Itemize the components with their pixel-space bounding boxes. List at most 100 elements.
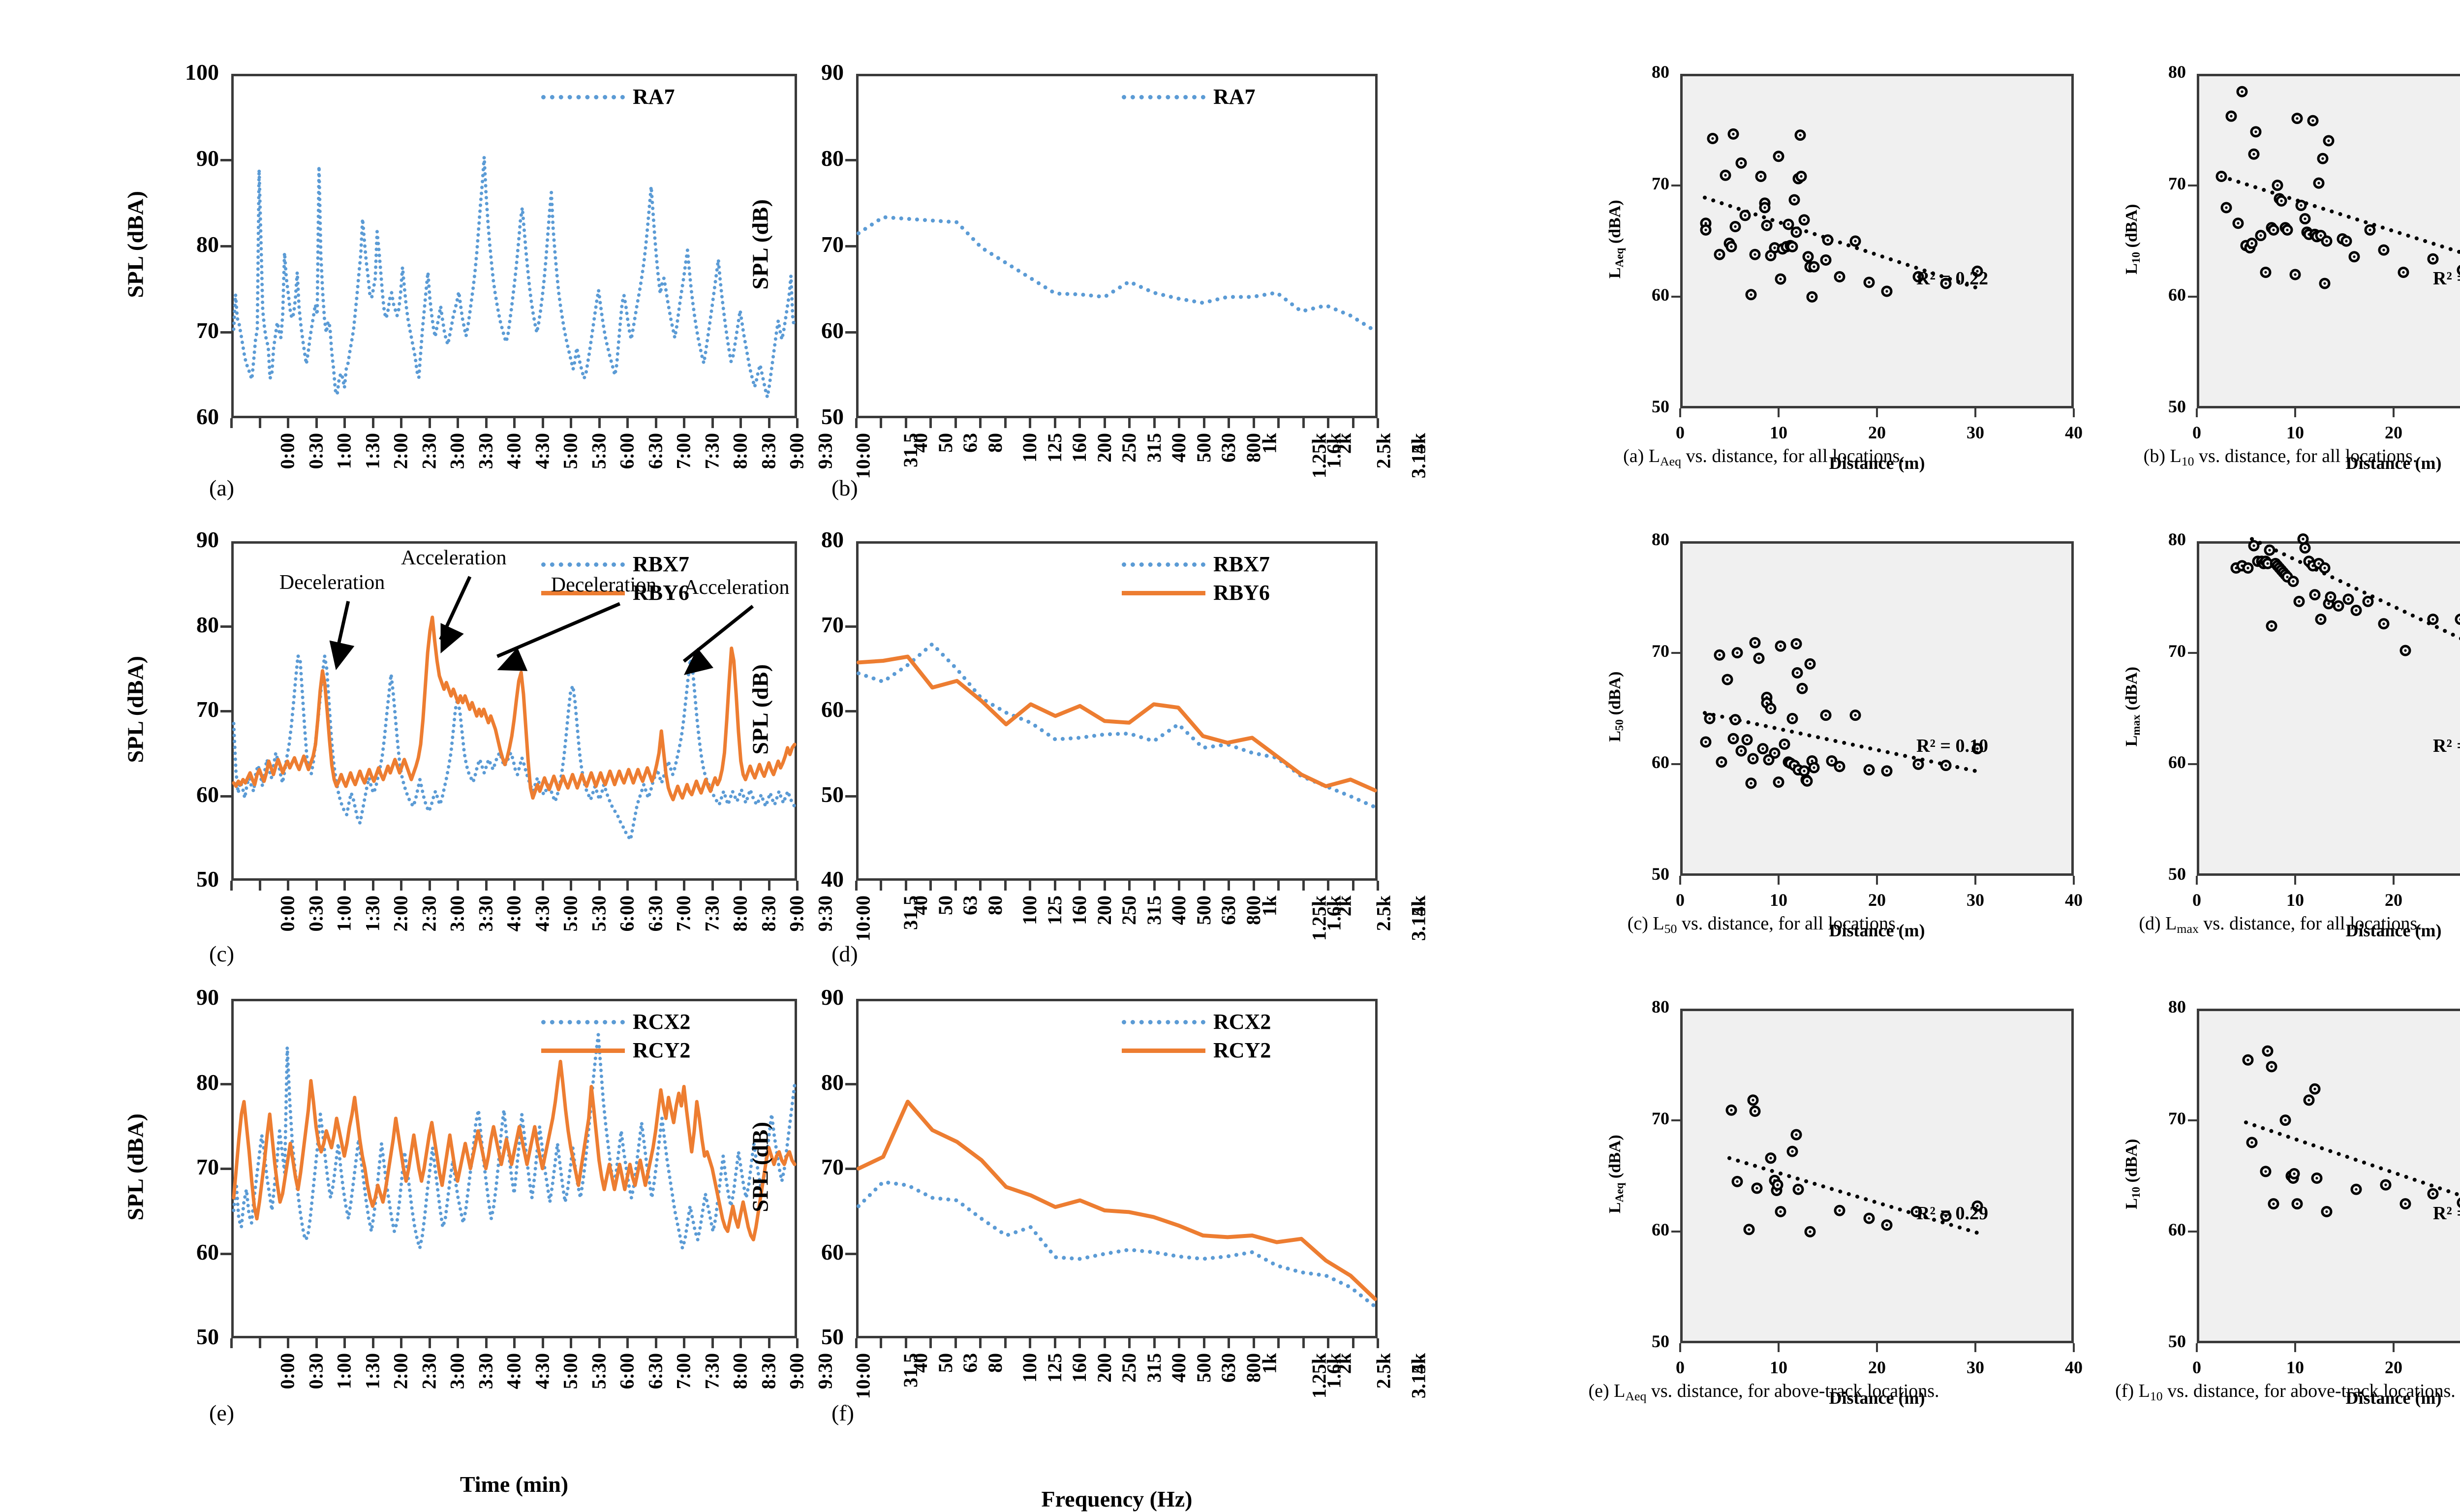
x-tick-mark <box>1277 881 1280 891</box>
y-tick-label: 50 <box>1652 864 1669 884</box>
x-tick-mark <box>1029 881 1032 891</box>
scatter-point-center <box>1752 757 1754 760</box>
x-tick-mark <box>2393 876 2395 885</box>
scatter-point-center <box>1854 240 1857 243</box>
x-tick-mark <box>1202 418 1205 428</box>
x-tick-label: 0 <box>1676 423 1685 442</box>
x-tick-label: 3:30 <box>474 433 496 469</box>
x-tick-mark <box>1128 1338 1131 1348</box>
y-tick-mark <box>220 1252 231 1255</box>
y-tick-mark <box>845 1168 856 1170</box>
x-tick-label: 315 <box>1142 433 1165 463</box>
y-tick-label: 60 <box>2168 285 2186 305</box>
x-tick-mark <box>315 1338 318 1348</box>
x-tick-label: 8:00 <box>729 1353 751 1389</box>
x-tick-mark <box>880 1338 883 1348</box>
scatter-point-center <box>1795 231 1798 234</box>
x-tick-mark <box>371 418 374 428</box>
y-tick-label: 80 <box>2168 529 2186 549</box>
x-tick-mark <box>513 881 516 891</box>
x-tick-label: 160 <box>1068 1353 1091 1383</box>
x-tick-label: 10:00 <box>852 433 874 479</box>
legend-label: RA7 <box>1213 85 1256 109</box>
legend-label: RBY6 <box>1213 581 1270 605</box>
y-tick-label: 50 <box>821 404 844 429</box>
x-tick-label: 2.5k <box>1372 433 1395 469</box>
scatter-point-center <box>1752 1099 1754 1102</box>
x-tick-mark <box>1053 1338 1056 1348</box>
x-tick-label: 0 <box>2192 1358 2201 1377</box>
caption-prefix: (a) L <box>1623 446 1660 466</box>
y-tick-label: 90 <box>196 527 219 552</box>
scatter-point-center <box>2246 1058 2249 1061</box>
scatter-point-center <box>2317 182 2320 185</box>
x-tick-mark <box>1202 1338 1205 1348</box>
scatter-point-center <box>1704 222 1707 225</box>
y-tick-label: 50 <box>1652 1331 1669 1351</box>
y-tick-mark <box>845 159 856 161</box>
x-tick-label: 9:00 <box>785 433 808 469</box>
x-tick-label: 3:00 <box>446 433 468 469</box>
x-tick-mark <box>1029 418 1032 428</box>
x-tick-label: 63 <box>959 1353 982 1373</box>
x-tick-label: 6:30 <box>644 1353 666 1389</box>
scatter-point-center <box>2250 242 2253 245</box>
legend-a: RA7 <box>541 86 675 108</box>
panel-caption-e: (e) LAeq vs. distance, for above-track l… <box>1412 1380 2116 1404</box>
x-tick-mark <box>485 881 488 891</box>
caption-prefix: (c) L <box>1627 913 1664 934</box>
x-tick-label: 40 <box>2065 1358 2083 1377</box>
x-tick-mark <box>855 418 858 428</box>
legend-label: RA7 <box>633 85 675 109</box>
x-tick-label: 4k <box>1407 895 1430 917</box>
y-tick-mark <box>2188 184 2197 186</box>
trend-line <box>2250 537 2460 641</box>
legend-entry: RCX2 <box>1122 1011 1271 1033</box>
x-tick-mark <box>796 881 799 891</box>
scatter-frame <box>1680 1009 2074 1343</box>
scatter-point-center <box>1769 1157 1772 1160</box>
scatter-point-center <box>2294 273 2297 276</box>
x-tick-label: 1:00 <box>333 433 355 469</box>
y-tick-label: 60 <box>1652 1220 1669 1240</box>
scatter-point-center <box>2325 1210 2328 1213</box>
scatter-point-center <box>1736 1180 1739 1183</box>
scatter-canvas <box>1725 1094 1983 1237</box>
scatter-point-center <box>2270 1065 2273 1068</box>
scatter-point-center <box>2241 90 2244 93</box>
scatter-point-center <box>1813 265 1815 268</box>
x-tick-mark <box>683 1338 685 1348</box>
y-axis-subscript: max <box>2130 714 2143 736</box>
x-tick-mark <box>400 1338 402 1348</box>
scatter-point <box>2457 265 2460 276</box>
x-tick-label: 8:30 <box>757 895 779 932</box>
scatter-point-center <box>1838 275 1841 278</box>
y-tick-label: 50 <box>196 866 219 892</box>
caption-rest: vs. distance, for all locations. <box>2198 913 2422 934</box>
y-tick-label: 70 <box>2168 1108 2186 1128</box>
x-tick-label: 2:00 <box>389 1353 412 1389</box>
x-tick-label: 4:00 <box>502 895 525 932</box>
legend-entry: RBX7 <box>1122 554 1270 575</box>
caption-rest: vs. distance, for above-track locations. <box>1646 1381 1939 1401</box>
x-tick-label: 20 <box>2385 423 2402 442</box>
x-tick-label: 315 <box>1142 1353 1165 1383</box>
legend-label: RCX2 <box>633 1010 691 1034</box>
x-tick-label: 80 <box>984 1353 1006 1373</box>
y-axis-symbol: L <box>2122 1198 2141 1209</box>
y-axis-title: SPL (dBA) <box>123 655 148 763</box>
r-squared-label: R² = 0.24 <box>2433 268 2460 289</box>
x-tick-label: 0 <box>2192 890 2201 910</box>
scatter-point-center <box>1750 782 1753 785</box>
y-tick-mark <box>1671 296 1680 298</box>
x-tick-mark <box>1352 1338 1354 1348</box>
x-tick-mark <box>954 418 957 428</box>
x-tick-label: 4:00 <box>502 1353 525 1389</box>
x-tick-mark <box>855 881 858 891</box>
legend-d: RBX7 RBY6 <box>1122 554 1270 604</box>
y-tick-label: 60 <box>821 697 844 722</box>
x-tick-label: 100 <box>1018 433 1041 463</box>
scatter-point-center <box>2250 1141 2253 1144</box>
y-axis-title: L10 (dBA) <box>2122 141 2143 338</box>
scatter-canvas <box>1700 128 1983 303</box>
